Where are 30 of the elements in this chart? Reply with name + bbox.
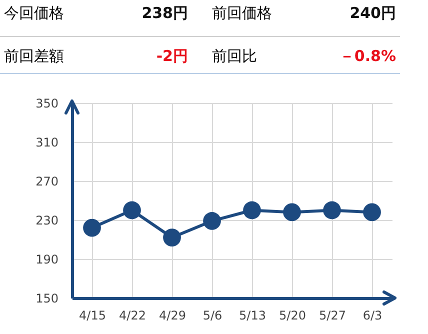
text: 前回比 <box>212 47 257 66</box>
point <box>243 201 261 220</box>
text: 240円 <box>350 4 396 23</box>
x-tick-label: 5/6 <box>202 308 222 322</box>
x-tick-label: 5/27 <box>319 308 346 322</box>
y-tick-label: 150 <box>36 292 58 306</box>
y-tick-label: 350 <box>36 96 58 110</box>
text: 前回差額 <box>4 47 64 66</box>
point <box>163 228 181 246</box>
text: －0.8% <box>339 47 396 66</box>
x-tick-label: 5/13 <box>239 308 266 322</box>
y-tick-label: 310 <box>36 136 58 150</box>
point <box>203 212 221 230</box>
text: 今回価格 <box>4 4 64 23</box>
x-tick-label: 5/20 <box>279 308 306 322</box>
x-tick-label: 4/29 <box>159 308 186 322</box>
text: 238円 <box>142 4 188 23</box>
point <box>123 201 141 220</box>
point <box>363 203 381 222</box>
x-tick-label: 4/15 <box>79 308 106 322</box>
y-tick-label: 190 <box>36 252 58 266</box>
point <box>83 218 101 237</box>
y-tick-label: 270 <box>36 174 58 188</box>
x-tick-label: 6/3 <box>362 308 382 322</box>
y-tick-label: 230 <box>36 214 58 228</box>
point <box>323 201 341 220</box>
x-tick-label: 4/22 <box>119 308 146 322</box>
text: 前回価格 <box>212 4 272 23</box>
text: -2円 <box>156 47 188 66</box>
point <box>283 203 301 222</box>
